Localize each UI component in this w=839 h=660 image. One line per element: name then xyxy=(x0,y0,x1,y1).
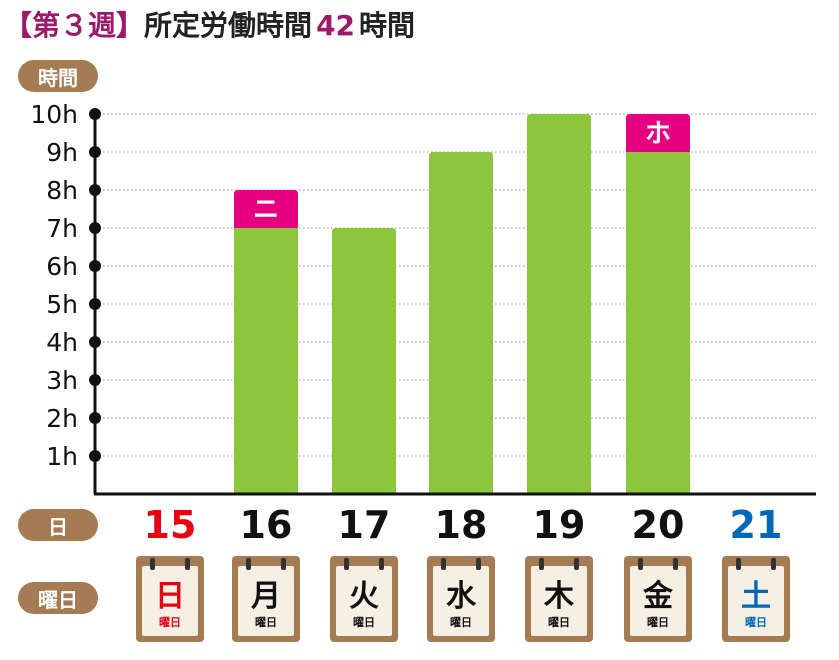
weekday-calendar-icon: 水曜日 xyxy=(427,556,495,642)
weekday-calendar-icon: 火曜日 xyxy=(330,556,398,642)
title-hours: 42 xyxy=(316,9,356,42)
weekday-calendar-icon: 土曜日 xyxy=(722,556,790,642)
y-tick-label: 9h xyxy=(46,138,78,167)
weekday-label: 金 xyxy=(643,579,673,614)
bar-extra xyxy=(234,190,298,228)
y-tick-dot xyxy=(89,222,101,234)
weekday-label: 火 xyxy=(349,579,379,614)
bar-chart: ニ ホ 1h 2h 3h 4h 5h 6h 7h 8h 9h 10h xyxy=(30,100,816,496)
weekday-calendar-icon: 金曜日 xyxy=(624,556,692,642)
x-tick-label: 21 xyxy=(729,503,783,547)
y-tick-label: 7h xyxy=(46,214,78,243)
date-pill: 日 xyxy=(18,509,98,541)
y-tick-label: 6h xyxy=(46,252,78,281)
weekday-label: 木 xyxy=(544,579,574,614)
bar xyxy=(234,228,298,494)
title-label: 所定労働時間 xyxy=(144,9,313,42)
bar-extra-label: ホ xyxy=(645,119,671,149)
y-tick-label: 8h xyxy=(46,176,78,205)
y-tick-dot xyxy=(89,298,101,310)
title-week: 第３週 xyxy=(32,9,117,42)
weekday-pill: 曜日 xyxy=(18,582,98,614)
weekday-calendar-icon: 月曜日 xyxy=(232,556,300,642)
y-tick-label: 4h xyxy=(46,328,78,357)
bar xyxy=(527,114,591,494)
y-tick-dot xyxy=(89,108,101,120)
y-tick-dot xyxy=(89,450,101,462)
bar xyxy=(429,152,493,494)
weekday-label: 水 xyxy=(446,579,476,614)
weekday-suffix: 曜日 xyxy=(353,616,375,629)
weekday-suffix: 曜日 xyxy=(255,616,277,629)
weekday-label: 日 xyxy=(155,579,185,614)
bar xyxy=(332,228,396,494)
weekday-suffix: 曜日 xyxy=(450,616,472,629)
weekday-calendar-icon: 日曜日 xyxy=(136,556,204,642)
y-tick-label: 2h xyxy=(46,404,78,433)
weekday-suffix: 曜日 xyxy=(745,616,767,629)
bar xyxy=(626,152,690,494)
x-tick-label: 18 xyxy=(434,503,488,547)
y-tick-dot xyxy=(89,146,101,158)
y-tick-dot xyxy=(89,184,101,196)
weekday-suffix: 曜日 xyxy=(647,616,669,629)
y-tick-label: 1h xyxy=(46,442,78,471)
title-suffix: 時間 xyxy=(359,9,416,42)
bar-extra xyxy=(626,114,690,152)
y-tick-label: 10h xyxy=(30,100,78,129)
y-tick-label: 3h xyxy=(46,366,78,395)
weekday-suffix: 曜日 xyxy=(159,616,181,629)
title-bracket-open: 【 xyxy=(4,9,33,42)
x-tick-label: 20 xyxy=(631,503,685,547)
y-tick-dot xyxy=(89,374,101,386)
title-bracket-close: 】 xyxy=(116,9,145,42)
y-tick-label: 5h xyxy=(46,290,78,319)
weekday-calendar-icon: 木曜日 xyxy=(525,556,593,642)
y-tick-dot xyxy=(89,336,101,348)
x-tick-label: 17 xyxy=(337,503,391,547)
weekday-suffix: 曜日 xyxy=(548,616,570,629)
y-tick-dot xyxy=(89,260,101,272)
y-tick-dot xyxy=(89,412,101,424)
x-tick-label: 16 xyxy=(239,503,293,547)
y-axis-unit-pill: 時間 xyxy=(18,60,98,92)
x-tick-label: 19 xyxy=(532,503,586,547)
x-tick-label: 15 xyxy=(143,503,197,547)
chart-title: 【第３週】所定労働時間 42 時間 xyxy=(4,4,415,48)
bar-extra-label: ニ xyxy=(253,195,279,225)
weekday-label: 土 xyxy=(741,579,771,614)
weekday-label: 月 xyxy=(251,579,281,614)
